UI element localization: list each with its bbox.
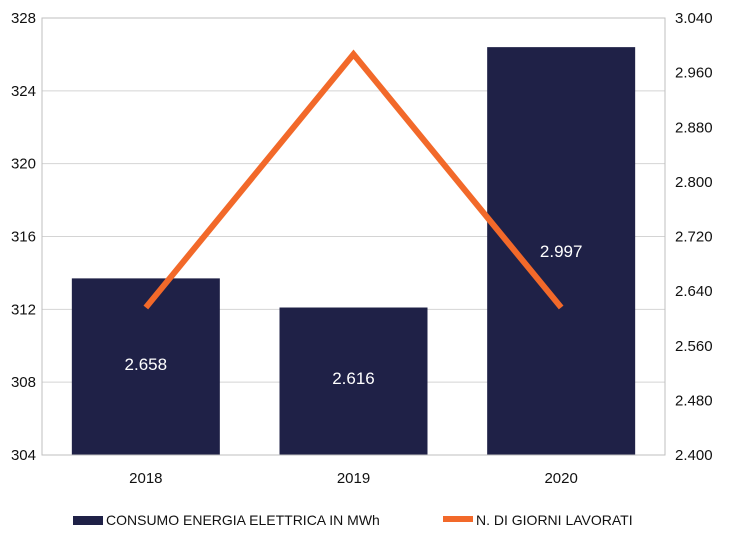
bar-data-label: 2.658: [125, 355, 168, 374]
x-tick-label: 2019: [337, 470, 370, 487]
x-tick-label: 2020: [544, 470, 577, 487]
y-right-tick-label: 2.880: [675, 119, 713, 136]
legend-swatch-giorni: [443, 516, 473, 522]
x-tick-label: 2018: [129, 470, 162, 487]
legend-label-consumo: CONSUMO ENERGIA ELETTRICA IN MWh: [106, 512, 380, 528]
data-labels: 2.658 2.616 2.997: [125, 242, 583, 388]
y-right-tick-label: 2.960: [675, 65, 713, 82]
legend-label-giorni: N. DI GIORNI LAVORATI: [476, 512, 633, 528]
y-left-tick-label: 324: [11, 83, 36, 100]
legend: CONSUMO ENERGIA ELETTRICA IN MWh N. DI GI…: [73, 512, 633, 528]
y-left-tick-label: 316: [11, 229, 36, 246]
legend-swatch-consumo: [73, 516, 103, 525]
bar-2019: [279, 307, 428, 455]
line-series: [143, 49, 564, 310]
y-right-tick-label: 2.720: [675, 229, 713, 246]
bars: [71, 47, 636, 456]
y-right-tick-label: 2.560: [675, 338, 713, 355]
y-right-tick-label: 2.640: [675, 283, 713, 300]
plot-border: [41, 17, 666, 456]
x-axis: 2018 2019 2020: [129, 470, 578, 487]
bar-data-label: 2.997: [540, 242, 583, 261]
y-left-tick-label: 304: [11, 447, 36, 464]
y-axis-left: 304 308 312 316 320 324 328: [11, 10, 36, 464]
bar-2018: [71, 278, 220, 455]
y-right-tick-label: 2.800: [675, 174, 713, 191]
y-left-tick-label: 312: [11, 301, 36, 318]
y-right-tick-label: 2.400: [675, 447, 713, 464]
y-left-tick-label: 328: [11, 10, 36, 27]
bar-data-label: 2.616: [332, 369, 375, 388]
y-right-tick-label: 3.040: [675, 10, 713, 27]
y-left-tick-label: 308: [11, 374, 36, 391]
y-axis-right: 2.400 2.480 2.560 2.640 2.720 2.800 2.880 2.960…: [675, 10, 713, 464]
plot-frame: [41, 17, 666, 456]
y-right-tick-label: 2.480: [675, 392, 713, 409]
y-left-tick-label: 320: [11, 156, 36, 173]
